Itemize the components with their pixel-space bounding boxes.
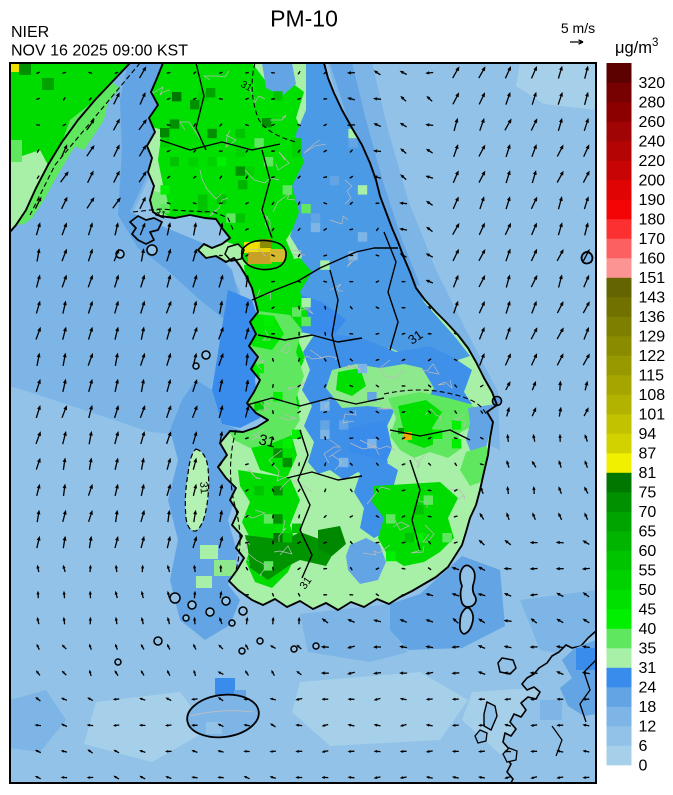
svg-text:40: 40 — [639, 621, 657, 638]
svg-text:24: 24 — [639, 680, 657, 697]
svg-text:31: 31 — [239, 79, 255, 94]
svg-text:200: 200 — [639, 173, 666, 190]
svg-text:31: 31 — [153, 207, 168, 221]
svg-text:240: 240 — [639, 134, 666, 151]
svg-text:170: 170 — [639, 231, 666, 248]
svg-text:180: 180 — [639, 212, 666, 229]
svg-text:55: 55 — [639, 563, 657, 580]
svg-text:260: 260 — [639, 114, 666, 131]
svg-text:μg/m3: μg/m3 — [615, 37, 658, 57]
svg-text:31: 31 — [639, 660, 657, 677]
svg-text:151: 151 — [639, 270, 666, 287]
svg-text:115: 115 — [639, 368, 665, 385]
svg-text:6: 6 — [639, 738, 648, 755]
svg-text:160: 160 — [639, 251, 666, 268]
svg-text:70: 70 — [639, 504, 657, 521]
svg-text:31: 31 — [298, 575, 315, 592]
svg-text:50: 50 — [639, 582, 657, 599]
svg-text:143: 143 — [639, 290, 666, 307]
svg-text:136: 136 — [639, 309, 666, 326]
svg-text:60: 60 — [639, 543, 657, 560]
svg-text:87: 87 — [639, 446, 657, 463]
svg-text:31: 31 — [405, 327, 425, 348]
svg-text:280: 280 — [639, 95, 666, 112]
svg-text:35: 35 — [639, 641, 657, 658]
svg-text:81: 81 — [639, 465, 657, 482]
svg-text:18: 18 — [639, 699, 657, 716]
svg-text:220: 220 — [639, 153, 666, 170]
svg-text:31: 31 — [257, 431, 277, 451]
svg-text:45: 45 — [639, 602, 657, 619]
svg-text:NOV 16 2025 09:00 KST: NOV 16 2025 09:00 KST — [11, 43, 188, 60]
svg-text:31: 31 — [197, 481, 210, 494]
svg-text:94: 94 — [639, 426, 657, 443]
svg-text:12: 12 — [639, 719, 657, 736]
svg-text:129: 129 — [639, 329, 666, 346]
svg-text:75: 75 — [639, 485, 657, 502]
svg-text:65: 65 — [639, 524, 657, 541]
svg-text:NIER: NIER — [11, 24, 49, 41]
svg-text:108: 108 — [639, 387, 666, 404]
svg-text:122: 122 — [639, 348, 666, 365]
svg-text:5 m/s: 5 m/s — [561, 20, 595, 36]
svg-text:PM-10: PM-10 — [270, 6, 338, 32]
svg-text:101: 101 — [639, 407, 666, 424]
svg-text:190: 190 — [639, 192, 666, 209]
svg-text:0: 0 — [639, 758, 648, 775]
svg-text:320: 320 — [639, 75, 666, 92]
